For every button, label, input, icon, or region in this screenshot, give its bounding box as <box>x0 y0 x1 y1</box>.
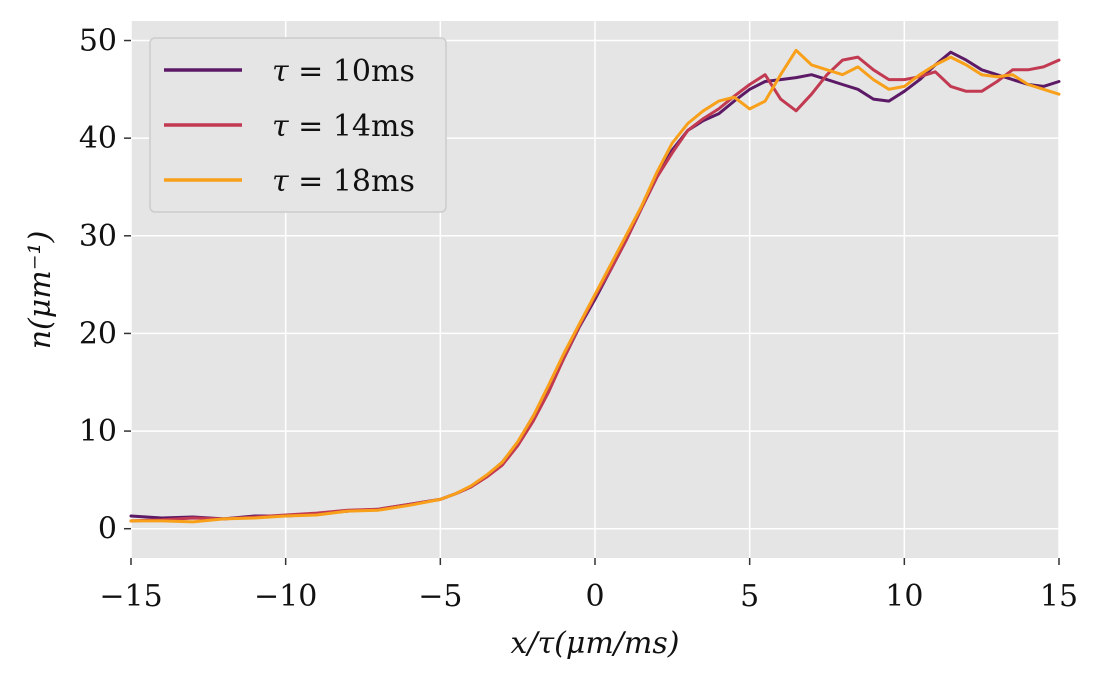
series-layer <box>129 48 1061 524</box>
x-tick-label: −15 <box>99 579 162 614</box>
x-axis-ticks: −15 −10 −5 0 5 10 15 <box>99 558 1078 614</box>
y-tick-label: 50 <box>79 24 117 59</box>
legend-box <box>149 37 447 213</box>
x-tick-label: 0 <box>585 579 604 614</box>
y-tick-label: 20 <box>79 316 117 351</box>
y-tick-label: 40 <box>79 121 117 156</box>
x-tick-label: 5 <box>740 579 759 614</box>
x-tick-label: 15 <box>1040 579 1078 614</box>
y-axis-label: n(μm⁻¹) <box>23 231 58 350</box>
y-tick-label: 10 <box>79 414 117 449</box>
x-axis-label: x/τ(μm/ms) <box>511 626 680 661</box>
series-line-3 <box>129 48 1061 524</box>
grid-horizontal <box>131 39 1059 530</box>
legend: τ = 10ms τ = 14ms τ = 18ms <box>149 37 447 213</box>
y-tick-label: 0 <box>98 512 117 547</box>
x-tick-label: −10 <box>254 579 317 614</box>
x-tick-label: −5 <box>418 579 462 614</box>
x-tick-label: 10 <box>885 579 923 614</box>
y-axis-ticks: 0 10 20 30 40 50 <box>79 24 131 547</box>
legend-label-10ms: τ = 10ms <box>272 54 415 89</box>
legend-label-18ms: τ = 18ms <box>272 164 415 199</box>
y-tick-label: 30 <box>79 219 117 254</box>
legend-label-14ms: τ = 14ms <box>272 109 415 144</box>
